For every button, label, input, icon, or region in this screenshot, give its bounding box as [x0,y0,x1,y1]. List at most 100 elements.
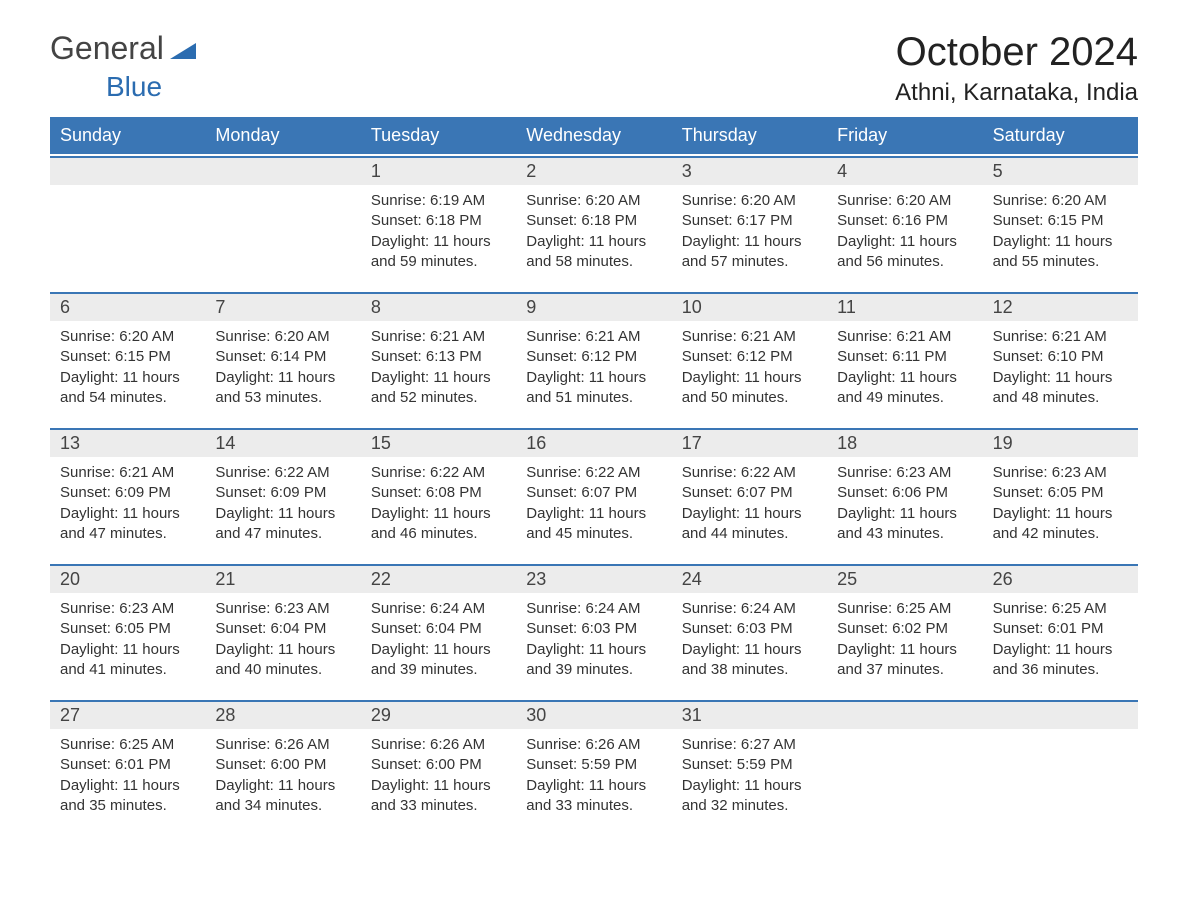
daylight-line: Daylight: 11 hours and 57 minutes. [682,232,817,273]
sunrise-line: Sunrise: 6:22 AM [371,463,506,483]
logo-icon [170,30,196,67]
daylight-line: Daylight: 11 hours and 39 minutes. [526,640,661,681]
day-cell: Sunrise: 6:24 AMSunset: 6:03 PMDaylight:… [516,593,671,698]
day-cell: Sunrise: 6:23 AMSunset: 6:05 PMDaylight:… [983,457,1138,562]
day-number: 7 [205,294,360,321]
sunset-line: Sunset: 6:14 PM [215,347,350,367]
sunrise-line: Sunrise: 6:25 AM [993,599,1128,619]
sunset-line: Sunset: 5:59 PM [682,755,817,775]
day-cell: Sunrise: 6:26 AMSunset: 6:00 PMDaylight:… [361,729,516,834]
day-header-cell: Monday [205,117,360,154]
week-row: 6789101112Sunrise: 6:20 AMSunset: 6:15 P… [50,292,1138,426]
day-number: 5 [983,158,1138,185]
day-header-row: SundayMondayTuesdayWednesdayThursdayFrid… [50,117,1138,154]
day-cell: Sunrise: 6:22 AMSunset: 6:09 PMDaylight:… [205,457,360,562]
day-cell: Sunrise: 6:23 AMSunset: 6:06 PMDaylight:… [827,457,982,562]
sunrise-line: Sunrise: 6:26 AM [215,735,350,755]
day-number: 3 [672,158,827,185]
sunrise-line: Sunrise: 6:23 AM [215,599,350,619]
day-cell: Sunrise: 6:21 AMSunset: 6:11 PMDaylight:… [827,321,982,426]
day-number: 19 [983,430,1138,457]
day-number: 12 [983,294,1138,321]
sunset-line: Sunset: 6:03 PM [682,619,817,639]
day-cell: Sunrise: 6:21 AMSunset: 6:12 PMDaylight:… [516,321,671,426]
sunrise-line: Sunrise: 6:26 AM [371,735,506,755]
day-cell [983,729,1138,834]
daylight-line: Daylight: 11 hours and 33 minutes. [526,776,661,817]
sunset-line: Sunset: 6:09 PM [60,483,195,503]
day-cell: Sunrise: 6:22 AMSunset: 6:08 PMDaylight:… [361,457,516,562]
daylight-line: Daylight: 11 hours and 51 minutes. [526,368,661,409]
sunset-line: Sunset: 6:16 PM [837,211,972,231]
sunrise-line: Sunrise: 6:20 AM [60,327,195,347]
sunrise-line: Sunrise: 6:21 AM [993,327,1128,347]
sunrise-line: Sunrise: 6:24 AM [371,599,506,619]
day-cell: Sunrise: 6:22 AMSunset: 6:07 PMDaylight:… [516,457,671,562]
day-number: 22 [361,566,516,593]
daylight-line: Daylight: 11 hours and 34 minutes. [215,776,350,817]
sunrise-line: Sunrise: 6:22 AM [526,463,661,483]
sunrise-line: Sunrise: 6:21 AM [60,463,195,483]
daylight-line: Daylight: 11 hours and 50 minutes. [682,368,817,409]
day-number: 6 [50,294,205,321]
sunset-line: Sunset: 6:11 PM [837,347,972,367]
day-cell: Sunrise: 6:20 AMSunset: 6:18 PMDaylight:… [516,185,671,290]
sunrise-line: Sunrise: 6:21 AM [682,327,817,347]
sunset-line: Sunset: 5:59 PM [526,755,661,775]
daylight-line: Daylight: 11 hours and 40 minutes. [215,640,350,681]
daylight-line: Daylight: 11 hours and 59 minutes. [371,232,506,273]
sunset-line: Sunset: 6:02 PM [837,619,972,639]
sunset-line: Sunset: 6:09 PM [215,483,350,503]
day-number: 2 [516,158,671,185]
week-row: 12345Sunrise: 6:19 AMSunset: 6:18 PMDayl… [50,156,1138,290]
day-number: 16 [516,430,671,457]
sunset-line: Sunset: 6:04 PM [215,619,350,639]
sunset-line: Sunset: 6:05 PM [60,619,195,639]
logo: General [50,30,196,67]
daylight-line: Daylight: 11 hours and 52 minutes. [371,368,506,409]
daylight-line: Daylight: 11 hours and 54 minutes. [60,368,195,409]
day-number: 13 [50,430,205,457]
daylight-line: Daylight: 11 hours and 41 minutes. [60,640,195,681]
day-number: 25 [827,566,982,593]
day-number: 14 [205,430,360,457]
sunrise-line: Sunrise: 6:23 AM [60,599,195,619]
day-header-cell: Saturday [983,117,1138,154]
sunrise-line: Sunrise: 6:26 AM [526,735,661,755]
week-row: 2728293031Sunrise: 6:25 AMSunset: 6:01 P… [50,700,1138,834]
sunset-line: Sunset: 6:18 PM [526,211,661,231]
daylight-line: Daylight: 11 hours and 33 minutes. [371,776,506,817]
sunrise-line: Sunrise: 6:19 AM [371,191,506,211]
daylight-line: Daylight: 11 hours and 46 minutes. [371,504,506,545]
day-cell: Sunrise: 6:26 AMSunset: 6:00 PMDaylight:… [205,729,360,834]
sunset-line: Sunset: 6:01 PM [993,619,1128,639]
daylight-line: Daylight: 11 hours and 48 minutes. [993,368,1128,409]
day-cell: Sunrise: 6:26 AMSunset: 5:59 PMDaylight:… [516,729,671,834]
day-number: 15 [361,430,516,457]
sunset-line: Sunset: 6:15 PM [993,211,1128,231]
logo-text-general: General [50,30,164,67]
daylight-line: Daylight: 11 hours and 38 minutes. [682,640,817,681]
sunset-line: Sunset: 6:15 PM [60,347,195,367]
day-number: 8 [361,294,516,321]
location: Athni, Karnataka, India [895,79,1138,107]
day-header-cell: Sunday [50,117,205,154]
day-header-cell: Wednesday [516,117,671,154]
daylight-line: Daylight: 11 hours and 53 minutes. [215,368,350,409]
day-cell [205,185,360,290]
sunrise-line: Sunrise: 6:20 AM [837,191,972,211]
day-number: 30 [516,702,671,729]
day-number: 18 [827,430,982,457]
day-cell: Sunrise: 6:21 AMSunset: 6:10 PMDaylight:… [983,321,1138,426]
day-cell: Sunrise: 6:27 AMSunset: 5:59 PMDaylight:… [672,729,827,834]
sunset-line: Sunset: 6:07 PM [526,483,661,503]
day-number: 29 [361,702,516,729]
sunrise-line: Sunrise: 6:21 AM [526,327,661,347]
daylight-line: Daylight: 11 hours and 39 minutes. [371,640,506,681]
day-number: 23 [516,566,671,593]
daylight-line: Daylight: 11 hours and 43 minutes. [837,504,972,545]
calendar: SundayMondayTuesdayWednesdayThursdayFrid… [50,117,1138,834]
sunset-line: Sunset: 6:05 PM [993,483,1128,503]
sunrise-line: Sunrise: 6:22 AM [215,463,350,483]
day-cell: Sunrise: 6:20 AMSunset: 6:16 PMDaylight:… [827,185,982,290]
